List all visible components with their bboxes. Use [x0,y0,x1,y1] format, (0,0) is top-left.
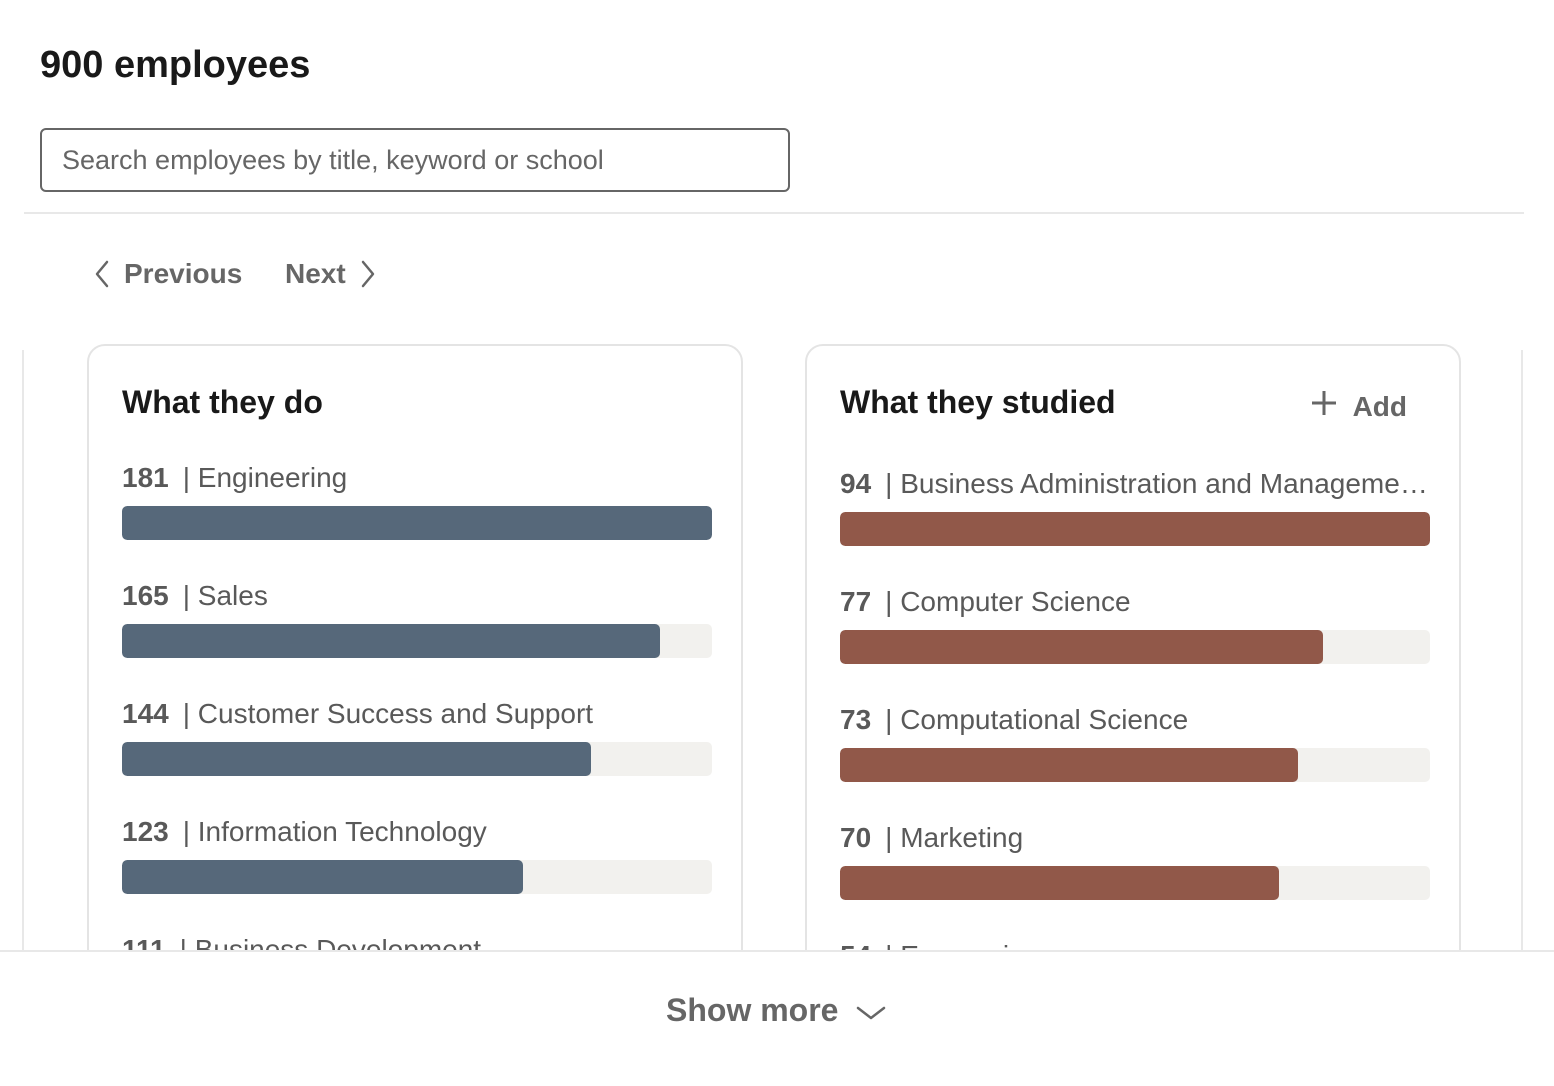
bar-category: | Engineering [182,462,348,493]
bar-fill [122,742,592,776]
bar-row[interactable]: 181 | Engineering [122,458,712,540]
bar-label: 144 | Customer Success and Support [122,694,712,734]
plus-icon [1311,390,1337,423]
divider [24,212,1524,214]
show-more-label: Show more [666,992,839,1028]
bar-label: 165 | Sales [122,576,712,616]
bar-category: | Sales [182,580,268,611]
bar-fill [840,512,1430,546]
bar-track [122,742,712,776]
next-button[interactable]: Next [285,252,376,296]
carousel-edge-right [1521,350,1523,950]
bar-category: | Customer Success and Support [182,698,594,729]
bar-label: 70 | Marketing [840,818,1430,858]
bar-fill [122,860,523,894]
bar-count: 73 [840,704,872,735]
bar-category: | Marketing [885,822,1024,853]
chevron-down-icon [856,992,886,1029]
bar-row[interactable]: 70 | Marketing [840,818,1430,900]
bar-count: 94 [840,468,872,499]
bar-row[interactable]: 123 | Information Technology [122,812,712,894]
bar-category: | Computational Science [885,704,1189,735]
bar-label: 181 | Engineering [122,458,712,498]
bar-label: 123 | Information Technology [122,812,712,852]
bar-row[interactable]: 73 | Computational Science [840,700,1430,782]
bar-track [122,506,712,540]
bar-row[interactable]: 77 | Computer Science [840,582,1430,664]
bar-fill [840,748,1299,782]
carousel-edge-left [22,350,24,950]
chevron-left-icon [94,260,110,288]
bar-category: | Computer Science [885,586,1131,617]
bar-fill [122,624,660,658]
bar-track [840,866,1430,900]
card-what-they-studied: What they studied Add 94 | Business Admin… [805,344,1461,1044]
bar-count: 77 [840,586,872,617]
bar-fill [840,630,1324,664]
previous-button[interactable]: Previous [94,252,242,296]
bar-label: 73 | Computational Science [840,700,1430,740]
bar-count: 123 [122,816,169,847]
bar-track [840,630,1430,664]
bar-track [840,748,1430,782]
bar-track [122,860,712,894]
add-button[interactable]: Add [1311,390,1407,423]
bar-label: 77 | Computer Science [840,582,1430,622]
chevron-right-icon [360,260,376,288]
card-title: What they studied [840,384,1116,420]
show-more-button[interactable]: Show more [666,992,886,1029]
footer-bar: Show more [0,950,1554,1086]
next-label: Next [285,258,346,289]
page-title: 900 employees [40,44,311,86]
bar-count: 165 [122,580,169,611]
bar-fill [122,506,712,540]
card-what-they-do: What they do 181 | Engineering 165 | Sales 1… [87,344,743,1044]
bar-track [122,624,712,658]
bar-count: 70 [840,822,872,853]
card-title: What they do [122,384,323,420]
bar-count: 181 [122,462,169,493]
bar-row[interactable]: 165 | Sales [122,576,712,658]
bar-label: 94 | Business Administration and Manageme… [840,464,1430,504]
previous-label: Previous [124,258,243,289]
bar-row[interactable]: 94 | Business Administration and Manageme… [840,464,1430,546]
bar-count: 144 [122,698,169,729]
bar-category: | Business Administration and Management… [885,468,1430,499]
bar-category: | Information Technology [182,816,487,847]
search-input[interactable] [40,128,790,192]
bar-track [840,512,1430,546]
add-label: Add [1352,390,1407,422]
bar-fill [840,866,1280,900]
bar-row[interactable]: 144 | Customer Success and Support [122,694,712,776]
